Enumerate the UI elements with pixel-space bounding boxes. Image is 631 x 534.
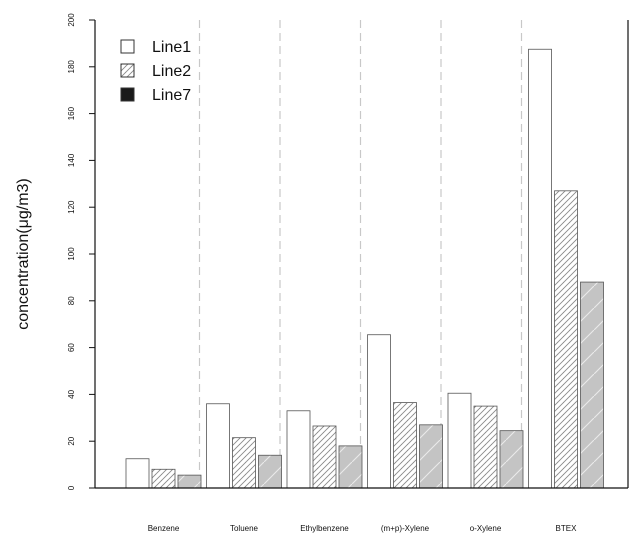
legend-label-line7: Line7: [152, 87, 191, 104]
x-category-label: BTEX: [556, 524, 578, 533]
y-tick-label: 160: [67, 106, 76, 120]
x-category-label: Benzene: [148, 524, 180, 533]
legend-swatch-line7: [120, 87, 135, 102]
y-tick-label: 140: [67, 153, 76, 167]
bar-line1-4: [447, 392, 472, 489]
x-category-label: Toluene: [230, 524, 259, 533]
bar-line2-2: [312, 425, 337, 489]
bar-line1-1: [206, 403, 230, 489]
y-tick-label: 0: [67, 485, 76, 490]
y-tick-label: 80: [67, 296, 76, 305]
bar-line1-2: [286, 410, 311, 489]
bar-line1-0: [125, 458, 150, 489]
y-tick-label: 20: [67, 436, 76, 445]
bars-group: [125, 48, 604, 489]
y-tick-label: 100: [67, 247, 76, 261]
y-tick-label: 180: [67, 60, 76, 74]
legend-swatch-line2: [120, 63, 135, 78]
bar-line7-4: [499, 430, 524, 489]
bar-line7-0: [177, 474, 202, 489]
x-category-label: (m+p)-Xylene: [381, 524, 430, 533]
x-category-label: Ethylbenzene: [300, 524, 349, 533]
x-category-labels: Benzene Toluene Ethylbenzene (m+p)-Xylene o-…: [148, 524, 577, 533]
legend-label-line2: Line2: [152, 63, 191, 80]
bar-line7-3: [419, 424, 443, 489]
bar-line7-5: [580, 281, 604, 489]
bar-line2-5: [554, 190, 578, 489]
y-ticks: 0 20 40 60 80 100 120 140 160 180 200: [67, 13, 95, 490]
y-tick-label: 120: [67, 200, 76, 214]
bar-line7-2: [338, 445, 363, 489]
y-axis-label: concentration(μg/m3): [15, 178, 32, 330]
bar-line1-3: [367, 334, 391, 489]
legend-swatch-line1: [120, 39, 135, 54]
x-category-label: o-Xylene: [470, 524, 502, 533]
bar-line1-5: [528, 48, 552, 489]
category-separators: [198, 20, 523, 488]
y-tick-label: 60: [67, 343, 76, 352]
bar-line7-1: [258, 454, 282, 489]
legend-label-line1: Line1: [152, 39, 191, 56]
y-tick-label: 40: [67, 389, 76, 398]
legend: Line1 Line2 Line7: [120, 39, 191, 104]
bar-line2-0: [151, 468, 176, 489]
bar-line2-3: [393, 402, 417, 489]
bar-line2-1: [232, 437, 256, 489]
bar-line2-4: [473, 405, 498, 489]
y-tick-label: 200: [67, 13, 76, 27]
